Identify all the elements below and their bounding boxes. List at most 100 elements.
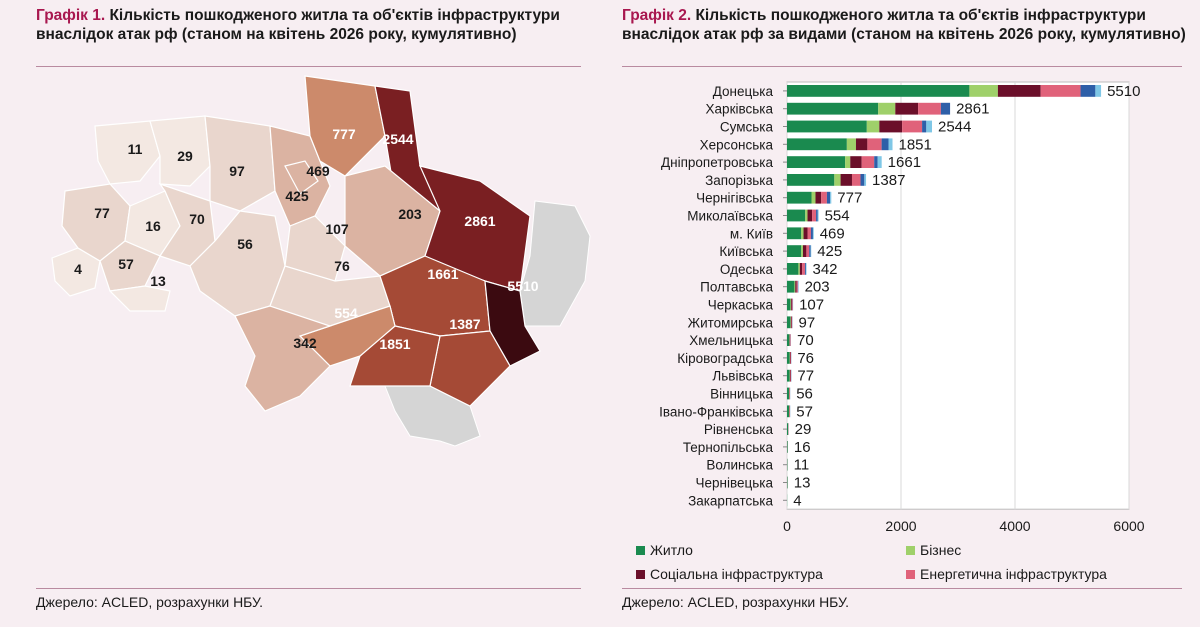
bar-segment-херсонська-s1 bbox=[846, 138, 856, 151]
bar-plot-area bbox=[786, 81, 1130, 510]
bar-segment-донецька-s3 bbox=[1040, 85, 1081, 97]
bar-segment-тернопільська-s0 bbox=[787, 441, 788, 453]
bar-segment-кіровоградська-s2 bbox=[789, 352, 791, 364]
bar-segment-житомирська-s0 bbox=[787, 316, 791, 329]
category-label-волинська: Волинська bbox=[706, 458, 773, 473]
total-label-чернігівська: 777 bbox=[837, 190, 862, 207]
bar-segment-рівненська-s0 bbox=[787, 423, 789, 435]
legend-item-соціальна-інфраструктура: Соціальна інфраструктура bbox=[636, 566, 823, 582]
bar-segment-вінницька-s0 bbox=[787, 387, 789, 400]
bar-segment-кіровоградська-s3 bbox=[790, 352, 792, 364]
legend-item-бізнес: Бізнес bbox=[906, 542, 961, 558]
bar-segment-київська-s2 bbox=[802, 245, 807, 257]
map-value-label-полтавська: 203 bbox=[398, 206, 422, 222]
bar-segment-запорізька-s5 bbox=[864, 174, 867, 186]
map-value-label-м-київ: 469 bbox=[306, 163, 330, 179]
category-label-черкаська: Черкаська bbox=[708, 298, 774, 313]
bar-segment-кіровоградська-s0 bbox=[787, 352, 790, 364]
map-value-label-херсонська: 1851 bbox=[379, 336, 410, 352]
bar-segment-полтавська-s3 bbox=[796, 280, 798, 293]
total-label-тернопільська: 16 bbox=[794, 439, 811, 456]
bar-segment-запорізька-s3 bbox=[851, 174, 861, 186]
bar-segment-донецька-s5 bbox=[1095, 85, 1102, 97]
legend-swatch bbox=[906, 545, 915, 555]
bar-title-rule bbox=[622, 66, 1182, 67]
bar-segment-миколаївська-s4 bbox=[816, 209, 818, 222]
bar-segment-харківська-s4 bbox=[940, 102, 951, 115]
ukraine-choropleth-map: 4 11 29 97 77 16 70 57 13 56 425 469 777 2544 203 107 76… bbox=[51, 75, 591, 447]
total-label-івано-франківська: 57 bbox=[796, 403, 813, 420]
category-label-київська: Київська bbox=[719, 244, 773, 259]
map-value-label-київська: 425 bbox=[285, 188, 309, 204]
bar-segment-одеська-s1 bbox=[798, 263, 800, 275]
bar-segment-донецька-s4 bbox=[1080, 85, 1096, 97]
x-tick-label: 0 bbox=[783, 518, 791, 534]
map-value-label-кіровоградська: 76 bbox=[334, 258, 350, 274]
total-label-миколаївська: 554 bbox=[825, 208, 850, 225]
bar-segment-одеська-s3 bbox=[802, 263, 805, 275]
legend-swatch bbox=[636, 569, 645, 579]
bar-segment-запорізька-s4 bbox=[860, 174, 865, 186]
bar-segment-донецька-s2 bbox=[997, 85, 1041, 97]
map-value-label-чернігівська: 777 bbox=[332, 126, 356, 142]
map-value-label-дніпропетровська: 1661 bbox=[427, 266, 458, 282]
bar-segment-сумська-s5 bbox=[926, 120, 933, 133]
bar-segment-житомирська-s3 bbox=[791, 316, 793, 329]
map-value-label-одеська: 342 bbox=[293, 335, 317, 351]
bar-segment-київська-s5 bbox=[810, 245, 812, 257]
bar-segment-запорізька-s1 bbox=[834, 174, 841, 186]
category-label-харківська: Харківська bbox=[706, 102, 774, 117]
bar-segment-харківська-s2 bbox=[895, 102, 919, 115]
legend-label: Бізнес bbox=[920, 542, 962, 558]
bar-segment-полтавська-s2 bbox=[795, 280, 797, 293]
total-label-волинська: 11 bbox=[794, 457, 810, 474]
map-region-м-київ bbox=[284, 160, 319, 195]
map-value-label-львівська: 77 bbox=[94, 205, 110, 221]
bar-segment-сумська-s1 bbox=[866, 120, 880, 133]
map-chart-title: Графік 1. Кількість пошкодженого житла т… bbox=[36, 6, 596, 44]
map-source-rule bbox=[36, 588, 581, 589]
total-label-дніпропетровська: 1661 bbox=[888, 154, 921, 171]
bar-segment-м-київ-s4 bbox=[810, 227, 813, 240]
category-label-рівненська: Рівненська bbox=[704, 422, 774, 437]
total-label-запорізька: 1387 bbox=[872, 172, 905, 189]
bar-segment-миколаївська-s2 bbox=[807, 209, 813, 222]
category-label-сумська: Сумська bbox=[720, 120, 774, 135]
bar-segment-сумська-s0 bbox=[787, 120, 867, 133]
bar-segment-миколаївська-s1 bbox=[805, 209, 808, 222]
legend-label: Житло bbox=[650, 542, 693, 558]
bar-segment-черкаська-s2 bbox=[790, 298, 792, 311]
bar-segment-м-київ-s3 bbox=[807, 227, 811, 240]
bar-segment-запорізька-s0 bbox=[787, 174, 835, 186]
category-label-полтавська: Полтавська bbox=[700, 280, 773, 295]
category-label-львівська: Львівська bbox=[712, 369, 773, 384]
map-value-label-запорізька: 1387 bbox=[449, 316, 480, 332]
map-region-хмельницька bbox=[158, 182, 216, 267]
total-label-харківська: 2861 bbox=[956, 101, 989, 118]
legend-label: Енергетична інфраструктура bbox=[920, 566, 1107, 582]
map-region-івано-франківська bbox=[99, 240, 161, 292]
legend-swatch bbox=[906, 569, 915, 579]
category-label-донецька: Донецька bbox=[713, 84, 774, 99]
total-label-хмельницька: 70 bbox=[797, 332, 814, 349]
map-region-одеська bbox=[234, 305, 332, 412]
bar-chart-title: Графік 2. Кількість пошкодженого житла т… bbox=[622, 6, 1192, 44]
map-chart-title-label: Графік 1. bbox=[36, 7, 106, 24]
legend-label: Соціальна інфраструктура bbox=[650, 566, 823, 582]
total-label-кіровоградська: 76 bbox=[797, 350, 814, 367]
bar-segment-черкаська-s1 bbox=[790, 298, 791, 311]
bar-segment-чернігівська-s3 bbox=[821, 191, 827, 204]
bar-segment-львівська-s3 bbox=[790, 369, 792, 382]
bar-segment-львівська-s0 bbox=[787, 369, 790, 382]
map-value-label-вінницька: 56 bbox=[237, 236, 253, 252]
bar-segment-харківська-s3 bbox=[918, 102, 941, 115]
map-panel: Графік 1. Кількість пошкодженого житла т… bbox=[36, 6, 596, 610]
category-label-чернівецька: Чернівецька bbox=[696, 476, 774, 491]
bar-segment-сумська-s4 bbox=[922, 120, 927, 133]
map-chart-title-text: Кількість пошкодженого житла та об'єктів… bbox=[36, 7, 560, 43]
map-value-label-черкаська: 107 bbox=[325, 221, 349, 237]
total-label-м-київ: 469 bbox=[820, 225, 845, 242]
bar-segment-херсонська-s5 bbox=[888, 138, 893, 151]
bar-segment-запорізька-s2 bbox=[840, 174, 852, 186]
bar-segment-херсонська-s0 bbox=[787, 138, 847, 151]
